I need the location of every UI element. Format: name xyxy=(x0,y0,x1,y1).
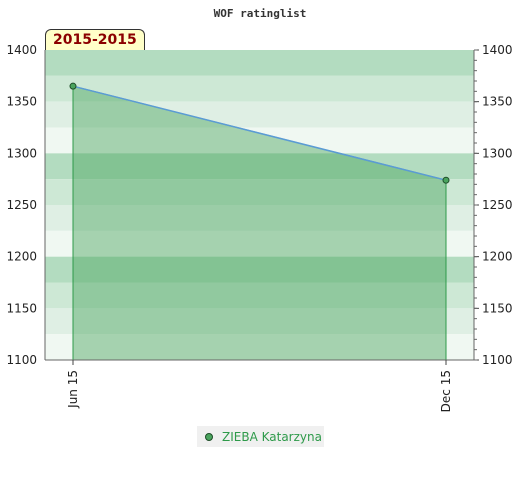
y-tick-label-right: 1350 xyxy=(482,95,513,109)
period-badge: 2015-2015 xyxy=(45,29,145,50)
y-tick-label-left: 1400 xyxy=(6,43,37,57)
y-tick-label-right: 1100 xyxy=(482,353,513,367)
y-tick-label-left: 1250 xyxy=(6,198,37,212)
data-point xyxy=(69,82,77,90)
chart-title: WOF ratinglist xyxy=(214,7,307,20)
x-tick-label: Dec 15 xyxy=(439,370,453,412)
background-band xyxy=(45,205,474,231)
background-band xyxy=(45,334,474,360)
data-points xyxy=(69,82,450,184)
legend[interactable]: ZIEBA Katarzyna xyxy=(197,426,324,447)
data-point xyxy=(442,176,450,184)
background-band xyxy=(45,256,474,283)
y-tick-label-right: 1200 xyxy=(482,250,513,264)
y-tick-label-left: 1150 xyxy=(6,301,37,315)
x-tick-label: Jun 15 xyxy=(66,370,80,409)
y-tick-label-right: 1250 xyxy=(482,198,513,212)
background-band xyxy=(45,308,474,335)
y-axis-right: 1100 1150 1200 1250 1300 1350 1400 xyxy=(473,43,513,367)
y-tick-label-right: 1300 xyxy=(482,146,513,160)
background-band xyxy=(45,282,474,309)
background-bands xyxy=(45,50,474,360)
legend-marker-icon xyxy=(205,432,213,441)
legend-label: ZIEBA Katarzyna xyxy=(222,429,322,444)
background-band xyxy=(45,50,474,76)
x-axis: Jun 15 Dec 15 xyxy=(45,359,474,412)
y-tick-label-left: 1200 xyxy=(6,250,37,264)
background-band xyxy=(45,230,474,257)
y-axis-left: 1100 1150 1200 1250 1300 1350 1400 xyxy=(6,43,46,367)
background-band xyxy=(45,153,474,180)
y-tick-label-left: 1100 xyxy=(6,353,37,367)
y-tick-label-right: 1150 xyxy=(482,301,513,315)
y-tick-label-left: 1300 xyxy=(6,146,37,160)
y-tick-label-left: 1350 xyxy=(6,95,37,109)
y-tick-label-right: 1400 xyxy=(482,43,513,57)
background-band xyxy=(45,127,474,154)
series-line xyxy=(72,85,447,181)
background-band xyxy=(45,179,474,205)
background-band xyxy=(45,101,474,128)
